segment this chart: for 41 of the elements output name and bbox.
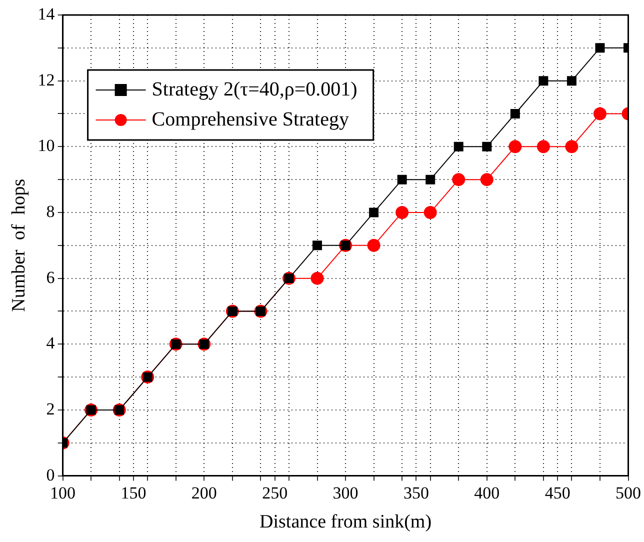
point bbox=[312, 240, 322, 250]
legend-label: Comprehensive Strategy bbox=[152, 108, 349, 130]
point bbox=[536, 140, 550, 154]
y-tick-label: 8 bbox=[46, 202, 55, 221]
point bbox=[426, 174, 436, 184]
point bbox=[510, 109, 520, 118]
x-tick-label: 200 bbox=[191, 483, 217, 502]
point bbox=[482, 142, 492, 152]
point bbox=[593, 107, 606, 120]
y-tick-label: 2 bbox=[46, 399, 55, 418]
x-tick-label: 500 bbox=[616, 483, 641, 502]
point bbox=[454, 142, 464, 152]
y-tick-label: 6 bbox=[46, 268, 55, 287]
point bbox=[367, 238, 380, 252]
point bbox=[538, 76, 548, 86]
point bbox=[566, 76, 576, 86]
x-tick-label: 250 bbox=[262, 483, 288, 502]
point bbox=[508, 140, 522, 154]
legend-label: Strategy 2(τ=40,ρ=0.001) bbox=[152, 78, 358, 100]
x-tick-label: 450 bbox=[544, 483, 570, 502]
point bbox=[397, 174, 407, 184]
point bbox=[452, 173, 466, 186]
point bbox=[480, 173, 494, 186]
x-tick-label: 350 bbox=[403, 483, 429, 502]
x-tick-label: 400 bbox=[474, 483, 500, 502]
x-tick-label: 150 bbox=[120, 483, 146, 502]
x-tick-label: 300 bbox=[332, 483, 358, 502]
y-axis-title: Number of hops bbox=[8, 178, 30, 312]
point bbox=[565, 140, 578, 154]
y-tick-label: 12 bbox=[38, 70, 55, 90]
x-axis-title: Distance from sink(m) bbox=[260, 512, 432, 533]
point bbox=[310, 272, 324, 285]
y-tick-label: 10 bbox=[38, 136, 55, 156]
point bbox=[595, 43, 605, 53]
x-tick-label: 100 bbox=[50, 483, 76, 502]
y-tick-label: 4 bbox=[46, 334, 56, 353]
point bbox=[369, 208, 379, 218]
y-tick-label: 14 bbox=[38, 4, 56, 24]
point bbox=[396, 206, 409, 219]
y-tick-label: 0 bbox=[46, 465, 55, 484]
point bbox=[424, 206, 437, 219]
